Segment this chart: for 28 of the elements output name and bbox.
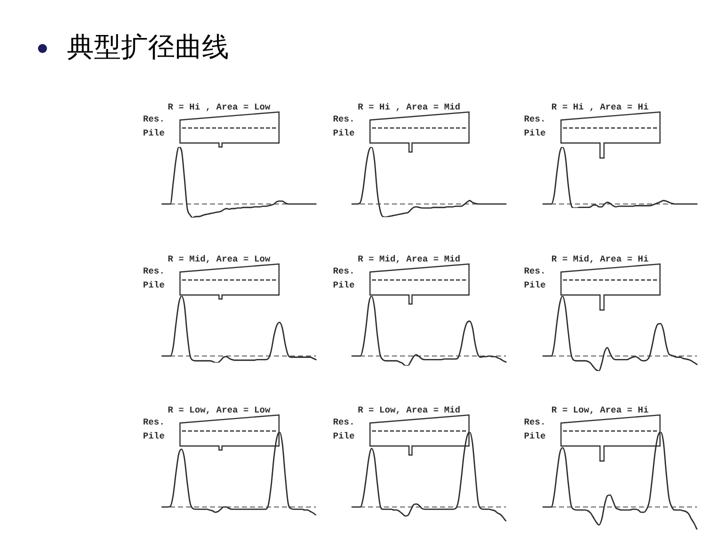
text: Res. [143, 266, 165, 276]
text: Res. [524, 114, 546, 124]
text: Res. [143, 114, 165, 124]
chart-title: R = Hi , Area = Low [168, 102, 271, 112]
text: Pile [333, 280, 355, 290]
text: Res. [333, 266, 355, 276]
chart-title: R = Hi , Area = Hi [551, 102, 650, 112]
text: Res. [333, 417, 355, 428]
text: Pile [143, 128, 165, 138]
text: Res. [333, 114, 355, 124]
text: Pile [333, 128, 355, 138]
chart-title: R = Mid, Area = Hi [551, 254, 650, 264]
text: Pile [524, 128, 546, 138]
text: Res. [524, 417, 546, 428]
chart-title: R = Hi , Area = Mid [358, 102, 460, 112]
chart-title: R = Mid, Area = Low [168, 254, 271, 264]
annotation: Pile [333, 431, 355, 442]
chart-title: R = Low, Area = Hi [551, 405, 650, 416]
annotation: Pile [143, 431, 165, 442]
text: Res. [143, 417, 165, 428]
annotation: Pile [524, 431, 546, 442]
chart-title: R = Low, Area = Mid [358, 405, 460, 416]
chart-title: R = Mid, Area = Mid [358, 254, 460, 264]
text: Pile [524, 280, 546, 290]
text: 典型扩径曲线 [67, 31, 229, 65]
text: Pile [143, 280, 165, 290]
chart-title: R = Low, Area = Low [168, 405, 271, 416]
text: Res. [524, 266, 546, 276]
